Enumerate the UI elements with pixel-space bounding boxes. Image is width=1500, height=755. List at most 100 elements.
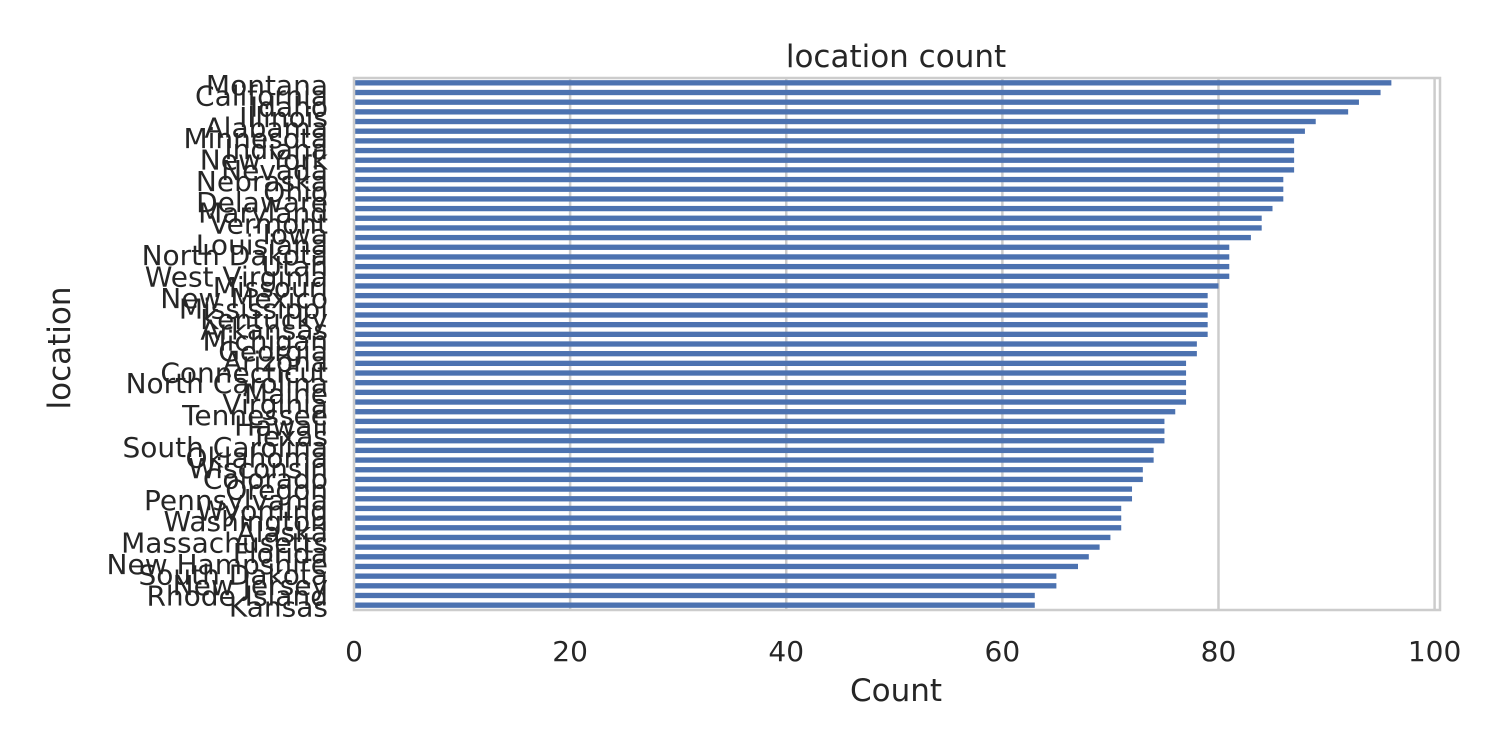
bar xyxy=(355,515,1122,521)
x-tick-label: 100 xyxy=(1408,635,1461,668)
y-tick-label: Michigan xyxy=(202,324,328,357)
y-tick-label: New Hampshire xyxy=(107,548,328,581)
y-tick-label: Vermont xyxy=(210,207,328,240)
y-tick-label: Illinois xyxy=(239,101,328,134)
bar xyxy=(355,302,1208,308)
y-tick-label: Washington xyxy=(163,505,328,538)
y-tick-label: Utah xyxy=(262,250,328,283)
x-tick-label: 60 xyxy=(985,635,1021,668)
y-tick-label: North Dakota xyxy=(142,239,328,272)
y-tick-label: Rhode Island xyxy=(146,580,328,613)
bar xyxy=(355,138,1295,144)
y-tick-label: Nevada xyxy=(221,154,328,187)
bar xyxy=(355,389,1187,396)
x-axis-label: Count xyxy=(850,673,942,709)
bar xyxy=(355,399,1187,405)
x-tick-labels: 0 20 40 60 80 100 xyxy=(345,635,1461,668)
y-tick-label: Texas xyxy=(250,420,328,453)
y-tick-label: Nebraska xyxy=(196,165,328,198)
y-tick-label: Tennessee xyxy=(181,399,328,432)
bar xyxy=(355,196,1284,202)
bar xyxy=(355,225,1262,231)
y-tick-label: Oregon xyxy=(225,473,328,506)
y-tick-label: New Mexico xyxy=(160,282,328,315)
y-tick-label: Hawaii xyxy=(234,409,328,442)
bar xyxy=(355,380,1187,386)
bar xyxy=(355,447,1154,454)
bar xyxy=(355,554,1089,560)
bar xyxy=(355,544,1100,550)
y-tick-label: Wisconsin xyxy=(188,452,328,485)
bar xyxy=(355,428,1165,434)
bar xyxy=(355,457,1154,463)
bar xyxy=(355,563,1078,570)
bar xyxy=(355,602,1035,608)
bar xyxy=(355,467,1143,473)
y-tick-label: Florida xyxy=(233,537,328,570)
bar xyxy=(355,283,1219,289)
bar xyxy=(355,360,1187,367)
y-tick-label: Wyoming xyxy=(197,495,328,528)
y-tick-label: Delaware xyxy=(196,186,328,219)
bar xyxy=(355,409,1176,415)
bar xyxy=(355,418,1165,425)
y-tick-label: Arizona xyxy=(223,346,328,379)
chart-title: location count xyxy=(786,39,1006,75)
bar xyxy=(355,331,1208,337)
bar xyxy=(355,534,1111,541)
y-tick-label: Oklahoma xyxy=(185,441,328,474)
x-tick-label: 80 xyxy=(1201,635,1237,668)
bar xyxy=(355,263,1230,270)
bar xyxy=(355,321,1208,328)
bar xyxy=(355,234,1251,241)
bar xyxy=(355,89,1381,96)
bar xyxy=(355,176,1284,183)
y-tick-label: Kansas xyxy=(229,590,328,623)
y-tick-label: Maryland xyxy=(198,197,328,230)
x-tick-label: 40 xyxy=(768,635,804,668)
bar xyxy=(355,80,1392,86)
bar xyxy=(355,215,1262,221)
y-tick-label: Alaska xyxy=(236,516,328,549)
bar xyxy=(355,157,1295,163)
y-tick-label: Arkansas xyxy=(200,314,328,347)
y-tick-label: Idaho xyxy=(250,90,328,123)
y-tick-label: Pennsylvania xyxy=(144,484,328,517)
bar xyxy=(355,273,1230,279)
bar xyxy=(355,99,1359,105)
y-tick-label: Louisiana xyxy=(196,229,328,262)
y-tick-label: Colorado xyxy=(203,463,328,496)
bar xyxy=(355,476,1143,483)
y-tick-label: Missouri xyxy=(213,271,328,304)
bar xyxy=(355,118,1316,125)
x-tick-label: 0 xyxy=(345,635,363,668)
bar xyxy=(355,341,1197,347)
y-tick-label: Indiana xyxy=(224,133,328,166)
y-tick-label: Ohio xyxy=(263,175,328,208)
bar xyxy=(355,147,1295,154)
x-tick-label: 20 xyxy=(552,635,588,668)
y-tick-label: Montana xyxy=(206,69,328,102)
bar xyxy=(355,370,1187,376)
y-tick-label: Virginia xyxy=(222,388,328,421)
bars xyxy=(355,80,1392,608)
y-axis-label: location xyxy=(42,286,78,409)
bar xyxy=(355,438,1165,444)
bar xyxy=(355,496,1133,502)
y-tick-label: Connecticut xyxy=(160,356,328,389)
bar xyxy=(355,109,1349,115)
bar xyxy=(355,505,1122,512)
y-tick-label: Massachusetts xyxy=(121,527,328,560)
bar xyxy=(355,254,1230,260)
y-tick-label: North Carolina xyxy=(126,367,328,400)
bar xyxy=(355,351,1197,357)
bar xyxy=(355,583,1057,589)
y-tick-label: South Carolina xyxy=(123,431,328,464)
y-tick-label: West Virginia xyxy=(145,261,328,294)
bar xyxy=(355,292,1208,299)
bar xyxy=(355,525,1122,531)
bar xyxy=(355,186,1284,192)
y-tick-label: Maine xyxy=(244,378,328,411)
